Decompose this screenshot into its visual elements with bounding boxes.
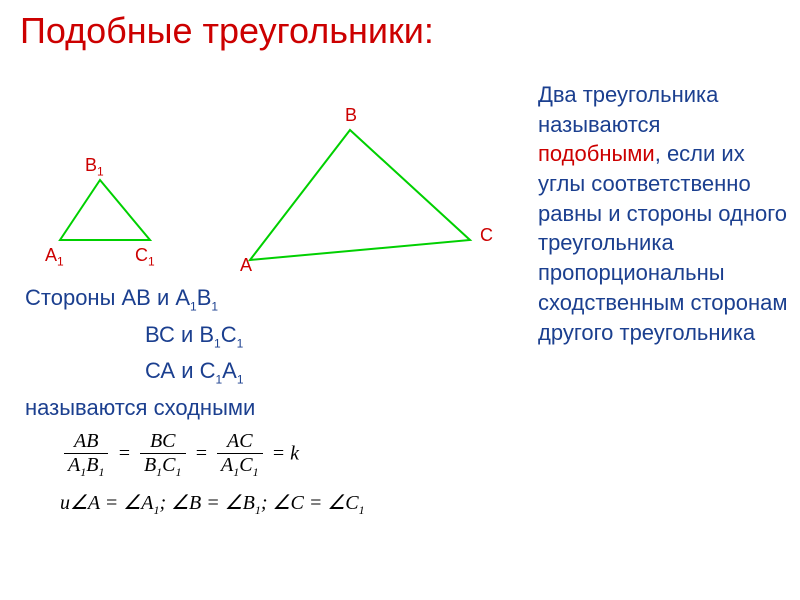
sides-line4: называются сходными <box>25 390 255 425</box>
frac-3: AC A1C1 <box>217 430 263 480</box>
def-part1: Два треугольника называются <box>538 82 718 137</box>
label-A: А <box>240 255 252 276</box>
frac-2: BC B1C1 <box>140 430 186 480</box>
label-C: С <box>480 225 493 246</box>
label-B1: В1 <box>85 155 104 179</box>
page-title: Подобные треугольники: <box>20 10 434 52</box>
triangles-svg <box>0 60 520 280</box>
sides-line1: Стороны АВ и А1В1 <box>25 280 255 317</box>
frac-1: AB A1B1 <box>64 430 108 480</box>
angles-line: u∠A = ∠A1; ∠B = ∠B1; ∠C = ∠C1 <box>60 490 365 518</box>
definition-text: Два треугольника называются подобными, е… <box>538 80 788 347</box>
triangle-small <box>60 180 150 240</box>
title-text: Подобные треугольники: <box>20 10 434 51</box>
sides-line3: СА и С1А1 <box>25 353 255 390</box>
formula: AB A1B1 = BC B1C1 = AC A1C1 = k u∠A = ∠A… <box>60 430 365 518</box>
sides-text: Стороны АВ и А1В1 ВС и В1С1 СА и С1А1 на… <box>25 280 255 425</box>
def-part3: , если их углы соответственно равны и ст… <box>538 141 788 344</box>
triangle-diagram: В1 А1 С1 В А С <box>0 60 520 260</box>
def-highlight: подобными <box>538 141 655 166</box>
label-C1: С1 <box>135 245 155 269</box>
label-A1: А1 <box>45 245 64 269</box>
sides-line2: ВС и В1С1 <box>25 317 255 354</box>
ratio-line: AB A1B1 = BC B1C1 = AC A1C1 = k <box>60 430 365 480</box>
label-B: В <box>345 105 357 126</box>
triangle-large <box>250 130 470 260</box>
k-value: k <box>290 443 299 465</box>
